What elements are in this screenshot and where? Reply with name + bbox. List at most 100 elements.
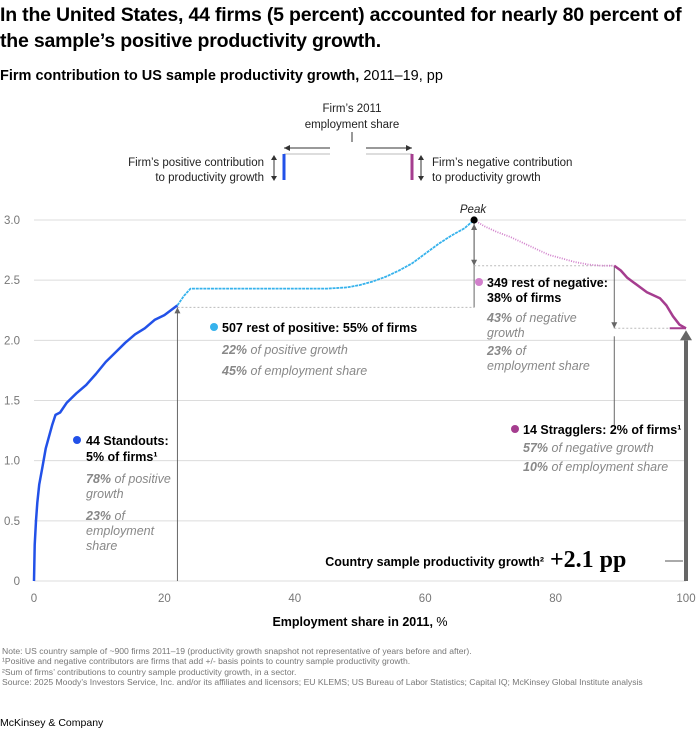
y-tick-label-0: 0 bbox=[14, 576, 20, 588]
rest-positive-stat1: 22% of positive growth bbox=[221, 343, 348, 357]
rest-positive-stat2-pct: 45% bbox=[221, 364, 247, 378]
standouts-stat1: 78% of positive bbox=[86, 472, 171, 486]
stragglers-stat1: 57% of negative growth bbox=[523, 441, 654, 455]
standouts-stat1-pct: 78% bbox=[86, 472, 111, 486]
peak-label: Peak bbox=[460, 204, 487, 216]
legend: Firm’s 2011 employment share Firm’s posi… bbox=[128, 103, 572, 184]
x-tick-label-1: 20 bbox=[158, 593, 171, 605]
standouts-title-line1: 44 Standouts: bbox=[86, 434, 169, 448]
peak-marker bbox=[470, 216, 478, 224]
footnote-1: ¹Positive and negative contributors are … bbox=[2, 656, 411, 667]
subtitle-normal: 2011–19, pp bbox=[359, 68, 443, 84]
final-value-number: +2.1 pp bbox=[550, 547, 626, 573]
rest-negative-stat1: 43% of negative bbox=[486, 311, 577, 325]
standouts-stat2-line2: employment bbox=[86, 524, 155, 538]
footnote-note: Note: US country sample of ~900 firms 20… bbox=[2, 646, 472, 656]
legend-positive-line2: to productivity growth bbox=[155, 172, 264, 184]
stragglers-stat2-rest: of employment share bbox=[548, 460, 668, 474]
rest-positive-title: 507 rest of positive: 55% of firms bbox=[222, 321, 417, 335]
series-line-1 bbox=[176, 219, 475, 306]
x-tick-label-2: 40 bbox=[288, 593, 301, 605]
stragglers-stat1-rest: of negative growth bbox=[548, 441, 654, 455]
arrowhead-stragglers bbox=[611, 322, 618, 329]
footnotes: Note: US country sample of ~900 firms 20… bbox=[2, 646, 643, 688]
standouts-stat2: 23% of bbox=[85, 509, 126, 523]
legend-arrowhead-left bbox=[284, 145, 290, 151]
y-tick-label-6: 3.0 bbox=[4, 215, 20, 227]
x-axis-label: Employment share in 2011, % bbox=[272, 615, 447, 629]
rest-negative-dot bbox=[475, 278, 483, 286]
x-tick-label-3: 60 bbox=[419, 593, 432, 605]
series-line-3 bbox=[613, 264, 687, 330]
chart-subtitle: Firm contribution to US sample productiv… bbox=[0, 68, 443, 84]
rest-negative-stat1-line2: growth bbox=[487, 326, 525, 340]
x-axis-label-unit: % bbox=[433, 615, 448, 629]
legend-positive-line1: Firm’s positive contribution bbox=[128, 157, 264, 169]
series-line-0 bbox=[32, 304, 179, 582]
standouts-dot bbox=[73, 436, 81, 444]
chart-title: In the United States, 44 firms (5 percen… bbox=[0, 4, 682, 52]
standouts-stat1-rest: of positive bbox=[111, 472, 171, 486]
y-tick-label-1: 0.5 bbox=[4, 516, 20, 528]
legend-negative-arrowhead-up bbox=[418, 155, 424, 160]
stragglers-stat2: 10% of employment share bbox=[523, 460, 668, 474]
stragglers-dot bbox=[511, 425, 519, 433]
arrowhead-standouts bbox=[174, 307, 181, 314]
y-tick-label-3: 1.5 bbox=[4, 396, 20, 408]
legend-employment-line1: Firm’s 2011 bbox=[322, 103, 381, 115]
series-line-2 bbox=[473, 219, 615, 267]
legend-negative-line2: to productivity growth bbox=[432, 172, 541, 184]
standouts-stat2-pct: 23% bbox=[85, 509, 111, 523]
brand-logo: McKinsey & Company bbox=[0, 717, 104, 729]
legend-positive-arrowhead-down bbox=[271, 176, 277, 181]
markers bbox=[470, 216, 686, 330]
x-tick-label-5: 100 bbox=[676, 593, 695, 605]
y-tick-label-2: 1.0 bbox=[4, 456, 20, 468]
x-tick-label-0: 0 bbox=[31, 593, 37, 605]
y-axis-ticks: 0 0.5 1.0 1.5 2.0 2.5 3.0 bbox=[4, 215, 20, 588]
legend-negative-arrowhead-down bbox=[418, 176, 424, 181]
legend-positive-arrowhead-up bbox=[271, 155, 277, 160]
rest-negative-stat1-rest: of negative bbox=[512, 311, 577, 325]
rest-negative-title-line1: 349 rest of negative: bbox=[487, 276, 608, 290]
guide-lines bbox=[174, 220, 692, 581]
stragglers-title: 14 Stragglers: 2% of firms¹ bbox=[523, 423, 681, 437]
x-axis-ticks: 0 20 40 60 80 100 bbox=[31, 593, 696, 605]
rest-negative-stat2: 23% of bbox=[486, 344, 527, 358]
y-tick-label-5: 2.5 bbox=[4, 275, 20, 287]
gridlines bbox=[34, 219, 686, 582]
stragglers-stat1-pct: 57% bbox=[523, 441, 548, 455]
rest-negative-stat1-pct: 43% bbox=[486, 311, 512, 325]
rest-positive-stat2-rest: of employment share bbox=[247, 364, 367, 378]
standouts-title-line2: 5% of firms¹ bbox=[86, 450, 158, 464]
standouts-stat2-line3: share bbox=[86, 539, 117, 553]
rest-negative-title-line2: 38% of firms bbox=[487, 291, 561, 305]
standouts-stat2-rest: of bbox=[111, 509, 126, 523]
y-tick-label-4: 2.0 bbox=[4, 335, 20, 347]
subtitle-bold: Firm contribution to US sample productiv… bbox=[0, 68, 360, 84]
rest-negative-stat2-pct: 23% bbox=[486, 344, 512, 358]
rest-negative-stat2-line2: employment share bbox=[487, 359, 590, 373]
footnote-2: ²Sum of firms’ contributions to country … bbox=[2, 666, 297, 677]
rest-positive-stat2: 45% of employment share bbox=[221, 364, 367, 378]
legend-negative-line1: Firm’s negative contribution bbox=[432, 157, 572, 169]
footnote-source: Source: 2025 Moody’s Investors Service, … bbox=[2, 677, 643, 688]
arrowhead-negative bbox=[471, 259, 478, 266]
final-value-arrowhead bbox=[680, 330, 692, 341]
stragglers-stat2-pct: 10% bbox=[523, 460, 548, 474]
data-series bbox=[32, 219, 687, 582]
legend-employment-line2: employment share bbox=[305, 119, 400, 131]
rest-positive-stat1-pct: 22% bbox=[221, 343, 247, 357]
rest-positive-stat1-rest: of positive growth bbox=[247, 343, 348, 357]
standouts-annotation: 44 Standouts: 5% of firms¹ 78% of positi… bbox=[73, 434, 171, 553]
stragglers-annotation: 14 Stragglers: 2% of firms¹ 57% of negat… bbox=[511, 423, 681, 474]
rest-negative-annotation: 349 rest of negative: 38% of firms 43% o… bbox=[475, 276, 608, 373]
rest-negative-stat2-rest: of bbox=[512, 344, 527, 358]
legend-arrowhead-right bbox=[406, 145, 412, 151]
standouts-stat1-line2: growth bbox=[86, 487, 124, 501]
x-axis-label-text: Employment share in 2011, bbox=[272, 615, 433, 629]
final-value-label: Country sample productivity growth² bbox=[325, 555, 544, 569]
rest-positive-annotation: 507 rest of positive: 55% of firms 22% o… bbox=[210, 321, 417, 378]
rest-positive-dot bbox=[210, 323, 218, 331]
